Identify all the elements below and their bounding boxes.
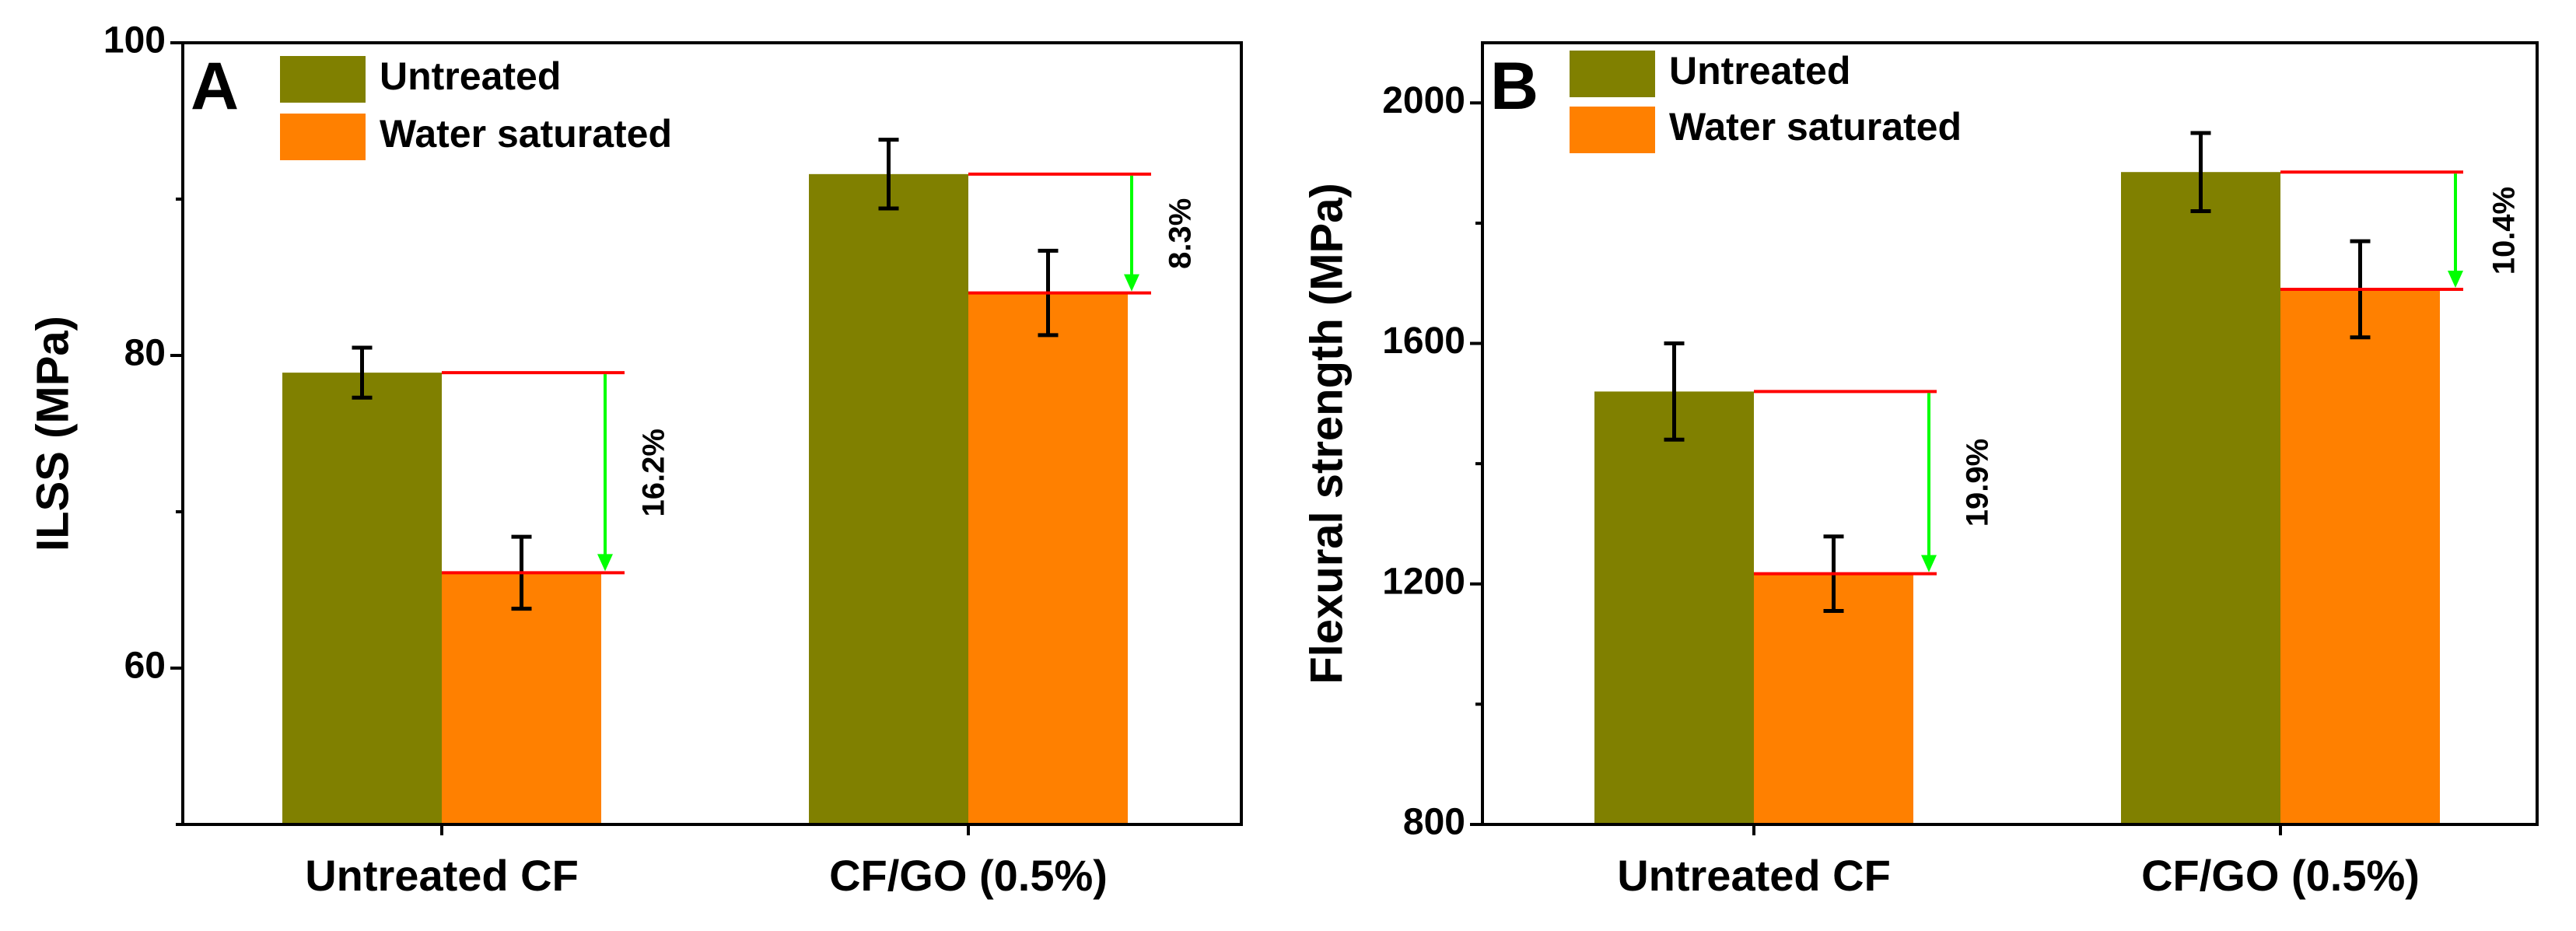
reduction-percent-label: 16.2% xyxy=(637,429,671,516)
legend-swatch xyxy=(280,114,366,160)
x-category-label: Untreated CF xyxy=(1617,851,1891,900)
legend-swatch xyxy=(1570,107,1655,153)
plot-frame xyxy=(181,41,1243,826)
bar xyxy=(968,292,1128,825)
reduction-percent-label: 10.4% xyxy=(2487,187,2522,275)
y-tick-label: 60 xyxy=(124,646,166,687)
reduction-arrowhead xyxy=(597,554,613,572)
y-tick-label: 2000 xyxy=(1382,80,1465,121)
bar xyxy=(2280,289,2440,824)
panel-label: B xyxy=(1490,49,1538,124)
y-tick-label: 80 xyxy=(124,333,166,374)
y-axis-label: ILSS (MPa) xyxy=(27,316,78,551)
legend-label: Water saturated xyxy=(380,112,672,156)
x-category-label: CF/GO (0.5%) xyxy=(2141,851,2420,900)
reduction-percent-label: 19.9% xyxy=(1961,439,1995,527)
legend-swatch xyxy=(1570,51,1655,97)
legend-label: Untreated xyxy=(1669,49,1850,93)
x-category-label: CF/GO (0.5%) xyxy=(829,851,1108,900)
y-tick-label: 1200 xyxy=(1382,561,1465,602)
legend-label: Untreated xyxy=(380,54,561,98)
legend-label: Water saturated xyxy=(1669,105,1962,149)
y-tick-label: 1600 xyxy=(1382,320,1465,362)
y-tick-label: 100 xyxy=(103,20,166,61)
plot-frame xyxy=(1481,41,2539,826)
bar xyxy=(1754,573,1913,824)
x-category-label: Untreated CF xyxy=(305,851,579,900)
reduction-arrowhead xyxy=(1124,274,1139,292)
reduction-arrowhead xyxy=(1921,555,1937,572)
bar xyxy=(809,173,968,825)
bar xyxy=(1594,391,1754,824)
y-tick-label: 800 xyxy=(1403,802,1465,843)
bar xyxy=(282,373,442,824)
legend-swatch xyxy=(280,56,366,103)
reduction-arrowhead xyxy=(2448,270,2463,288)
panel-label: A xyxy=(191,49,239,124)
chart-panel-a: 16.2% 8.3% 60 80 100 Untreated CF CF/GO (0.5%)… xyxy=(27,20,1243,900)
y-axis-label: Flexural strength (MPa) xyxy=(1301,183,1352,684)
reduction-percent-label: 8.3% xyxy=(1164,198,1198,269)
bar xyxy=(2121,172,2280,824)
chart-panel-b: 19.9% 10.4% 800 1200 1600 2000 Untreated CF CF/… xyxy=(1301,41,2539,900)
bar xyxy=(442,572,601,824)
